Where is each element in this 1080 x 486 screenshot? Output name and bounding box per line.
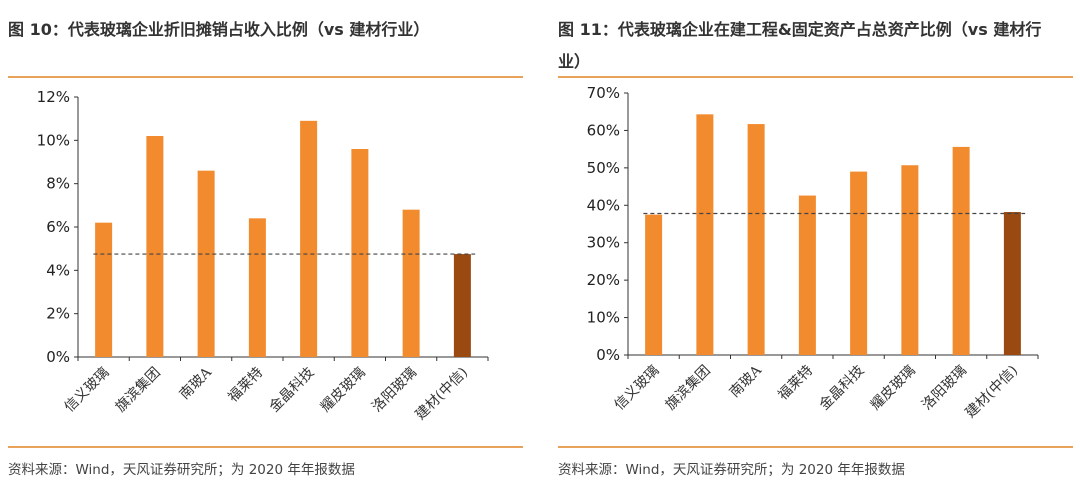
bar-7 xyxy=(952,146,970,355)
bottom-rule xyxy=(558,446,1073,448)
x-tick-label: 金晶科技 xyxy=(817,363,868,414)
x-tick-label: 南玻A xyxy=(727,362,766,401)
x-tick-label: 洛阳玻璃 xyxy=(918,362,970,414)
bar-chart-svg: 0% 10% 20% 30% 40% 50% 60% 70% 信义玻璃 旗滨集团 南玻A 福莱特 金晶科… xyxy=(587,84,1039,422)
y-tick-label: 40% xyxy=(587,196,620,214)
bar-5 xyxy=(300,120,318,357)
top-rule xyxy=(558,76,1073,78)
x-tick-label: 福莱特 xyxy=(225,365,266,406)
source-note: 资料来源：Wind，天风证券研究所；为 2020 年年报数据 xyxy=(8,462,355,478)
y-tick-label: 0% xyxy=(46,348,70,366)
chart-panel-right: 图 11：代表玻璃企业在建工程&固定资产占总资产比例（vs 建材行业） 0% 10… xyxy=(550,0,1080,486)
y-tick-label: 6% xyxy=(46,218,70,236)
y-tick-label: 2% xyxy=(46,305,70,323)
bar-chart-svg: 0% 2% 4% 6% 8% 10% 12% 信义玻璃 旗滨集团 南玻A 福莱特 金晶科技 耀皮玻璃 洛阳… xyxy=(37,88,489,424)
bar-8 xyxy=(453,254,471,357)
bar-4 xyxy=(798,195,816,355)
x-tick-label: 信义玻璃 xyxy=(61,364,113,416)
y-tick-label: 4% xyxy=(46,261,70,279)
x-tick-label: 旗滨集团 xyxy=(662,362,714,414)
y-tick-label: 10% xyxy=(587,309,620,327)
figure-title: 图 11：代表玻璃企业在建工程&固定资产占总资产比例（vs 建材行业） xyxy=(558,20,1042,71)
x-tick-label: 福莱特 xyxy=(775,363,816,404)
y-tick-label: 50% xyxy=(587,159,620,177)
bottom-rule xyxy=(8,446,523,448)
bar-2 xyxy=(696,114,714,355)
bar-6 xyxy=(351,149,369,357)
x-tick-label: 洛阳玻璃 xyxy=(368,364,420,416)
x-tick-label: 建材(中信) xyxy=(413,365,472,424)
x-tick-label: 旗滨集团 xyxy=(112,364,164,416)
bar-1 xyxy=(645,214,663,355)
y-tick-label: 0% xyxy=(596,346,620,364)
bar-4 xyxy=(248,218,266,357)
figure-title: 图 10：代表玻璃企业折旧摊销占收入比例（vs 建材行业） xyxy=(8,20,430,39)
bar-1 xyxy=(95,222,113,357)
x-tick-label: 南玻A xyxy=(177,364,216,403)
bar-2 xyxy=(146,136,164,357)
x-tick-label: 金晶科技 xyxy=(267,365,318,416)
chart-panel-left: 图 10：代表玻璃企业折旧摊销占收入比例（vs 建材行业） 0% 2% 4% 6% 8%… xyxy=(0,0,530,486)
bar-8 xyxy=(1003,212,1021,355)
y-tick-label: 12% xyxy=(37,88,70,106)
x-tick-label: 耀皮玻璃 xyxy=(317,364,369,416)
x-tick-label: 耀皮玻璃 xyxy=(867,362,919,414)
y-tick-label: 20% xyxy=(587,271,620,289)
x-tick-label: 建材(中信) xyxy=(963,363,1022,422)
y-tick-label: 30% xyxy=(587,234,620,252)
bar-6 xyxy=(901,165,919,355)
top-rule xyxy=(8,76,523,78)
x-tick-label: 信义玻璃 xyxy=(611,362,663,414)
bar-7 xyxy=(402,209,420,357)
y-tick-label: 60% xyxy=(587,121,620,139)
bar-5 xyxy=(850,171,868,355)
y-tick-label: 70% xyxy=(587,84,620,102)
y-tick-label: 10% xyxy=(37,131,70,149)
bar-3 xyxy=(747,124,765,356)
y-tick-label: 8% xyxy=(46,175,70,193)
bar-3 xyxy=(197,170,215,357)
source-note: 资料来源：Wind，天风证券研究所；为 2020 年年报数据 xyxy=(558,462,905,478)
